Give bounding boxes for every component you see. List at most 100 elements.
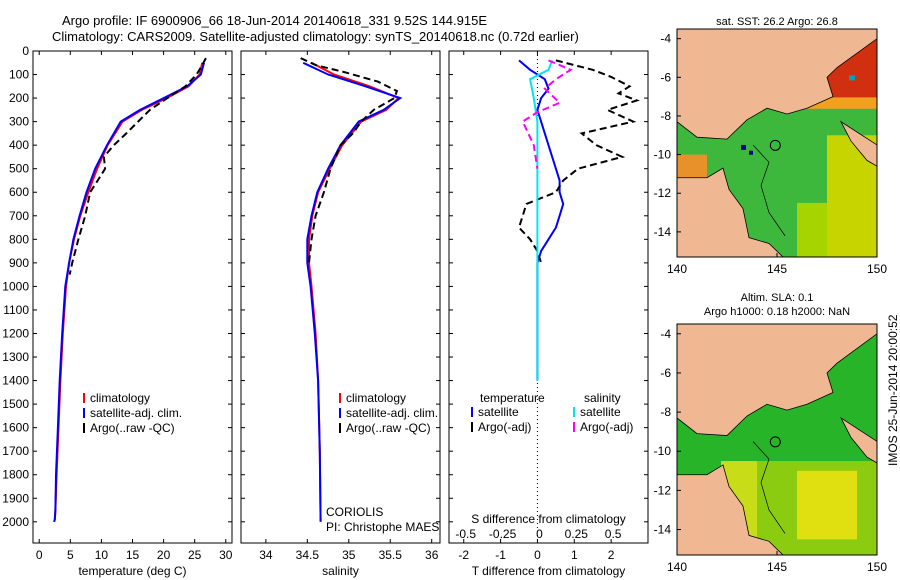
- x-axis-label: T difference from climatology: [472, 564, 626, 578]
- difference-series-line: [518, 59, 565, 381]
- y-tick-label: 1900: [2, 491, 29, 505]
- sst-map-title: sat. SST: 26.2 Argo: 26.8: [716, 16, 838, 28]
- plot-frame: [32, 50, 233, 544]
- y-tick-label: 500: [9, 162, 29, 176]
- temperature-series-line: [68, 57, 207, 275]
- land-new-guinea: [677, 29, 877, 140]
- x-tick-label: 0: [534, 548, 541, 562]
- sst-cold-spot: [749, 150, 753, 155]
- legend-label: Argo(..raw -QC): [346, 421, 431, 435]
- x2-tick-label: 0.5: [605, 527, 622, 541]
- y-tick-label: 300: [9, 115, 29, 129]
- land-new-guinea: [677, 324, 877, 436]
- x-tick-label: 1: [571, 548, 578, 562]
- x-tick-label: 20: [157, 548, 171, 562]
- map-y-tick-label: -6: [660, 366, 671, 380]
- land-png-tail: [839, 120, 877, 167]
- x2-tick-label: 0: [536, 527, 543, 541]
- map-x-tick-label: 140: [667, 262, 687, 276]
- y-tick-label: 400: [9, 138, 29, 152]
- map-layer: [677, 324, 877, 555]
- y-tick-label: 900: [9, 256, 29, 270]
- y-tick-label: 1700: [2, 444, 29, 458]
- x-tick-label: -1: [495, 548, 506, 562]
- reef-contour: [752, 144, 786, 236]
- x-axis-label: salinity: [322, 564, 359, 578]
- map-y-tick-label: -4: [660, 32, 671, 46]
- salinity-series-line: [300, 57, 399, 264]
- difference-series-line: [517, 59, 640, 264]
- x-tick-label: 30: [219, 548, 233, 562]
- legend-header: salinity: [584, 391, 621, 405]
- y-tick-label: 0: [22, 44, 29, 58]
- y-tick-label: 200: [9, 91, 29, 105]
- y-tick-label: 1600: [2, 421, 29, 435]
- x-tick-label: 25: [188, 548, 202, 562]
- plot-frame: [240, 50, 441, 544]
- x2-tick-label: -0.5: [455, 527, 476, 541]
- land-cape-york: [677, 167, 784, 257]
- argo-location-marker: [769, 139, 781, 151]
- y-tick-label: 1200: [2, 326, 29, 340]
- x-tick-label: 35: [342, 548, 356, 562]
- x-axis-label: temperature (deg C): [78, 564, 186, 578]
- map-x-tick-label: 145: [767, 262, 787, 276]
- y-tick-label: 1000: [2, 279, 29, 293]
- x-tick-label: 0: [36, 548, 43, 562]
- legend-label: satellite-adj. clim.: [346, 406, 438, 420]
- y-tick-label: 600: [9, 185, 29, 199]
- map-y-tick-label: -14: [654, 225, 672, 239]
- x-tick-label: 15: [126, 548, 140, 562]
- y-tick-label: 1100: [3, 303, 29, 317]
- y-tick-label: 100: [9, 68, 29, 82]
- map-y-tick-label: -14: [654, 523, 672, 537]
- salinity-series-line: [302, 61, 403, 522]
- header-line-1: Argo profile: IF 6900906_66 18-Jun-2014 …: [62, 13, 488, 28]
- map-y-tick-label: -10: [654, 148, 672, 162]
- legend-label: Argo(..raw -QC): [90, 421, 175, 435]
- header-line-2: Climatology: CARS2009. Satellite-adjuste…: [52, 29, 579, 44]
- sla-map-title-1: Altim. SLA: 0.1: [741, 292, 814, 304]
- x-tick-label: 5: [67, 548, 74, 562]
- x-tick-label: -2: [458, 548, 469, 562]
- difference-series-line: [521, 59, 573, 169]
- land-png-tail: [839, 416, 877, 464]
- reef-contour: [752, 441, 786, 534]
- legend-header: temperature: [480, 391, 545, 405]
- x-tick-label: 10: [95, 548, 109, 562]
- legend-label: climatology: [90, 391, 150, 405]
- y-tick-label: 700: [9, 209, 29, 223]
- land-cape-york: [677, 464, 784, 555]
- difference-series-line: [528, 60, 554, 381]
- x2-axis-label: S difference from climatology: [471, 512, 626, 526]
- plot-frame: [448, 50, 649, 544]
- legend-label: Argo(-adj): [478, 420, 531, 434]
- legend-label: climatology: [346, 391, 406, 405]
- map-x-tick-label: 145: [767, 560, 787, 574]
- sst-cold-spot: [849, 75, 855, 81]
- x-tick-label: 2: [608, 548, 615, 562]
- map-y-tick-label: -8: [660, 109, 671, 123]
- map-x-tick-label: 140: [667, 560, 687, 574]
- x2-tick-label: -0.25: [489, 527, 517, 541]
- map-x-tick-label: 150: [867, 560, 887, 574]
- annotation-agency: CORIOLIS: [326, 505, 383, 519]
- x-tick-label: 35.5: [379, 548, 403, 562]
- x2-tick-label: 0.25: [565, 527, 589, 541]
- annotation-pi: PI: Christophe MAES: [326, 520, 439, 534]
- temperature-series-line: [53, 62, 205, 523]
- legend-label: Argo(-adj): [580, 420, 633, 434]
- sla-map-title-2: Argo h1000: 0.18 h2000: NaN: [704, 306, 850, 318]
- map-y-tick-label: -10: [654, 444, 672, 458]
- sst-cold-spot: [741, 144, 746, 150]
- y-tick-label: 1400: [2, 374, 29, 388]
- map-y-tick-label: -4: [660, 327, 671, 341]
- map-layer: [677, 29, 877, 257]
- legend-label: satellite-adj. clim.: [90, 406, 182, 420]
- map-y-tick-label: -12: [654, 186, 672, 200]
- x-tick-label: 34: [259, 548, 273, 562]
- argo-location-marker: [769, 436, 781, 448]
- x-tick-label: 36: [425, 548, 439, 562]
